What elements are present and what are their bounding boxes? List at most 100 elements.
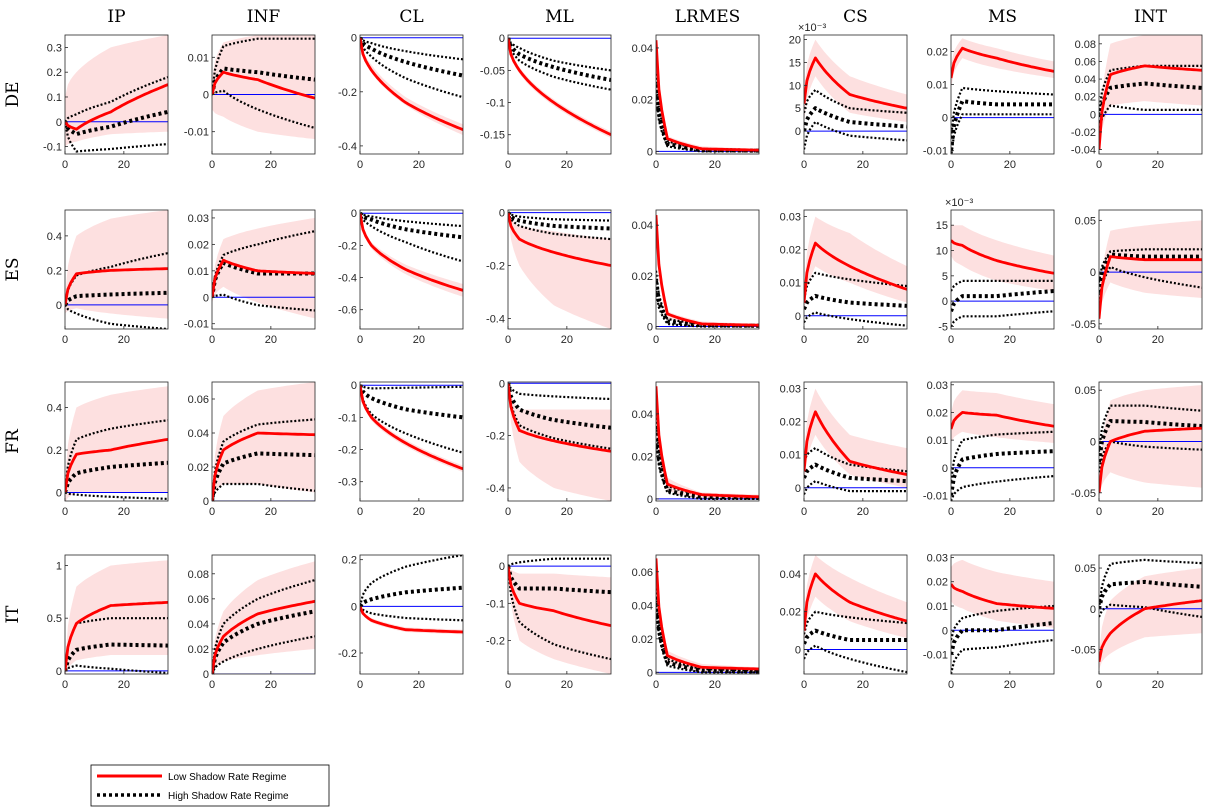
confidence-band xyxy=(508,212,611,329)
y-tick-label: 0.06 xyxy=(188,594,209,606)
low-regime-line xyxy=(804,572,907,631)
y-tick-label: -0.01 xyxy=(923,650,948,662)
high-regime-upper-line xyxy=(656,588,759,672)
y-tick-label: 0.02 xyxy=(632,451,653,463)
y-tick-label: 0.02 xyxy=(1075,92,1096,104)
x-tick-label: 0 xyxy=(801,506,807,518)
y-tick-label: -0.2 xyxy=(338,445,357,457)
high-regime-upper-line xyxy=(360,555,463,607)
y-tick-label: 0 xyxy=(942,296,948,308)
panel-plot-area xyxy=(656,555,759,674)
y-tick-label: 0.01 xyxy=(927,435,948,447)
high-regime-upper-line xyxy=(65,76,168,123)
x-tick-label: 0 xyxy=(357,334,363,346)
panel-frame xyxy=(64,209,169,330)
x-tick-label: 0 xyxy=(357,506,363,518)
column-title-inf: INF xyxy=(247,7,281,27)
y-tick-label: 10 xyxy=(789,80,801,92)
y-tick-label: 0.01 xyxy=(188,52,209,64)
x-tick-label: 20 xyxy=(857,506,869,518)
panel-frame xyxy=(507,34,612,155)
high-regime-upper-line xyxy=(360,212,463,228)
low-regime-line xyxy=(951,583,1054,610)
high-regime-lower-line xyxy=(360,37,463,99)
confidence-band xyxy=(951,225,1054,291)
panel-frame xyxy=(359,209,464,330)
y-tick-label: 5 xyxy=(942,271,948,283)
y-tick-label: 0.02 xyxy=(632,634,653,646)
high-regime-median-line xyxy=(508,211,611,231)
high-regime-median-line xyxy=(656,84,759,153)
confidence-band xyxy=(1099,35,1202,154)
high-regime-median-line xyxy=(804,628,907,645)
high-regime-upper-line xyxy=(65,252,168,306)
high-regime-lower-line xyxy=(65,304,168,329)
high-regime-lower-line xyxy=(360,212,463,263)
y-tick-label: 0.02 xyxy=(927,577,948,589)
low-regime-line xyxy=(508,565,611,628)
y-tick-label: -0.04 xyxy=(1071,145,1096,157)
panel-de-cl: 0 20 -0.4 -0.2 0 xyxy=(338,33,464,171)
panel-it-ml: 0 20 -0.2 -0.1 0 xyxy=(486,554,612,691)
high-regime-lower-line xyxy=(212,482,315,501)
panel-frame xyxy=(655,554,760,675)
x-tick-label: 20 xyxy=(709,159,721,171)
y-tick-label: -0.1 xyxy=(338,412,357,424)
x-tick-label: 20 xyxy=(561,334,573,346)
y-tick-label: 0.03 xyxy=(780,384,801,396)
y-tick-label: 0 xyxy=(647,321,653,333)
panel-frame xyxy=(655,381,760,502)
high-regime-median-line xyxy=(1099,419,1202,463)
panel-frame xyxy=(1098,34,1203,155)
legend-high-label: High Shadow Rate Regime xyxy=(168,791,289,802)
y-tick-label: -0.01 xyxy=(923,490,948,502)
x-tick-label: 20 xyxy=(265,159,277,171)
y-tick-label: -0.1 xyxy=(486,98,505,110)
y-tick-label: 0.01 xyxy=(780,450,801,462)
low-regime-line xyxy=(212,431,315,501)
y-tick-label: -0.15 xyxy=(480,130,505,142)
panel-frame xyxy=(507,209,612,330)
low-regime-line xyxy=(65,438,168,493)
high-regime-lower-line xyxy=(360,384,463,454)
panel-plot-area xyxy=(360,555,463,635)
high-regime-lower-line xyxy=(508,383,611,450)
low-regime-line xyxy=(656,40,759,152)
legend-box xyxy=(90,764,330,807)
panel-plot-area xyxy=(951,559,1054,674)
high-regime-upper-line xyxy=(212,418,315,501)
low-regime-line xyxy=(656,558,759,671)
y-tick-label: 0 xyxy=(56,488,62,500)
panel-it-cs: 0 20 0 0.02 0.04 xyxy=(780,554,908,691)
panel-es-ip: 0 20 0 0.2 0.4 xyxy=(47,209,169,346)
panel-plot-area xyxy=(951,38,1054,154)
x-tick-label: 20 xyxy=(413,679,425,691)
high-regime-lower-line xyxy=(804,480,907,495)
low-regime-line xyxy=(508,383,611,453)
low-regime-line xyxy=(360,384,463,471)
y-tick-label: 0 xyxy=(942,113,948,125)
high-regime-median-line xyxy=(656,596,759,674)
legend-low-label: Low Shadow Rate Regime xyxy=(168,772,287,783)
high-regime-upper-line xyxy=(1099,558,1202,609)
y-tick-label: 0.01 xyxy=(927,80,948,92)
high-regime-median-line xyxy=(508,37,611,82)
panel-frame xyxy=(359,34,464,155)
panel-plot-area xyxy=(508,211,611,329)
y-tick-label: 0.06 xyxy=(632,567,653,579)
x-tick-label: 0 xyxy=(209,159,215,171)
high-regime-median-line xyxy=(804,106,907,132)
column-title-lrmes: LRMES xyxy=(675,7,741,27)
y-tick-label: 0.04 xyxy=(188,428,209,440)
panel-plot-area xyxy=(360,211,463,297)
panel-it-ip: 0 20 0 0.5 1 xyxy=(47,554,169,691)
y-tick-label: 0 xyxy=(1090,437,1096,449)
y-tick-label: 0.4 xyxy=(47,403,62,415)
y-tick-label: 0.04 xyxy=(632,220,653,232)
row-title-de: DE xyxy=(3,81,23,107)
y-tick-label: -0.2 xyxy=(486,261,505,273)
high-regime-upper-line xyxy=(1099,64,1202,115)
panel-it-int: 0 20 -0.05 0 0.05 xyxy=(1071,554,1203,691)
